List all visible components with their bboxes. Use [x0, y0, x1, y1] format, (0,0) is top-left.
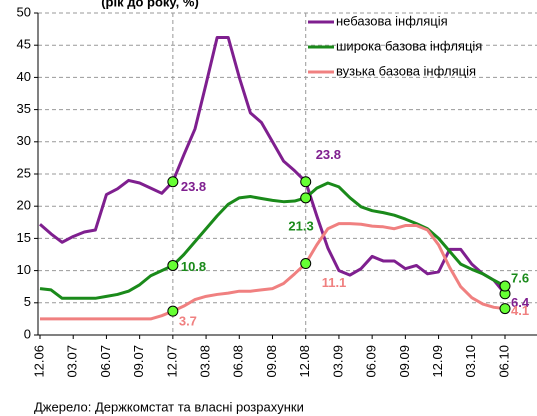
- legend-label: небазова інфляція: [336, 13, 448, 28]
- highlight-point: [499, 280, 511, 292]
- y-tick-label: 15: [17, 230, 31, 245]
- x-tick-label: 03.09: [330, 345, 345, 378]
- x-tick-label: 12.06: [31, 345, 46, 378]
- y-tick-label: 0: [24, 326, 31, 341]
- x-tick-label: 03.10: [463, 345, 478, 378]
- x-tick-label: 06.08: [231, 345, 246, 378]
- point-label: 7.6: [511, 270, 529, 285]
- y-tick-label: 10: [17, 262, 31, 277]
- x-tick-label: 09.07: [131, 345, 146, 378]
- x-tick-label: 03.07: [65, 345, 80, 378]
- x-tick-label: 06.07: [98, 345, 113, 378]
- highlight-point: [167, 259, 179, 271]
- chart-title: (рік до року, %): [101, 0, 199, 9]
- y-tick-label: 35: [17, 101, 31, 116]
- y-tick-label: 20: [17, 198, 31, 213]
- series-line: [40, 222, 506, 321]
- highlight-point: [300, 176, 312, 188]
- highlight-point: [167, 176, 179, 188]
- highlight-point: [300, 192, 312, 204]
- point-label: 10.8: [181, 259, 206, 274]
- y-tick-label: 40: [17, 69, 31, 84]
- y-tick-label: 5: [24, 294, 31, 309]
- x-tick-label: 12.08: [297, 345, 312, 378]
- y-tick-label: 45: [17, 37, 31, 52]
- highlight-point: [499, 303, 511, 315]
- point-label: 21.3: [288, 218, 313, 233]
- legend-label: широка базова інфляція: [336, 38, 482, 53]
- legend-label: вузька базова інфляція: [336, 63, 476, 78]
- y-tick-label: 50: [17, 4, 31, 19]
- y-tick-label: 25: [17, 165, 31, 180]
- highlight-point: [167, 305, 179, 317]
- x-tick-label: 09.08: [264, 345, 279, 378]
- x-tick-label: 12.07: [164, 345, 179, 378]
- x-tick-label: 03.08: [198, 345, 213, 378]
- point-label: 6.4: [511, 295, 530, 310]
- point-label: 23.8: [181, 179, 206, 194]
- x-tick-label: 09.09: [397, 345, 412, 378]
- series-line: [39, 35, 507, 295]
- source-note: Джерело: Держкомстат та власні розрахунк…: [34, 399, 304, 414]
- highlight-point: [300, 258, 312, 270]
- point-label: 4.1: [511, 303, 529, 318]
- y-tick-label: 30: [17, 133, 31, 148]
- point-label: 11.1: [322, 275, 347, 290]
- x-tick-label: 06.10: [496, 345, 511, 378]
- point-label: 3.7: [179, 314, 197, 329]
- x-tick-label: 12.09: [430, 345, 445, 378]
- x-tick-label: 06.09: [364, 345, 379, 378]
- point-label: 23.8: [316, 147, 341, 162]
